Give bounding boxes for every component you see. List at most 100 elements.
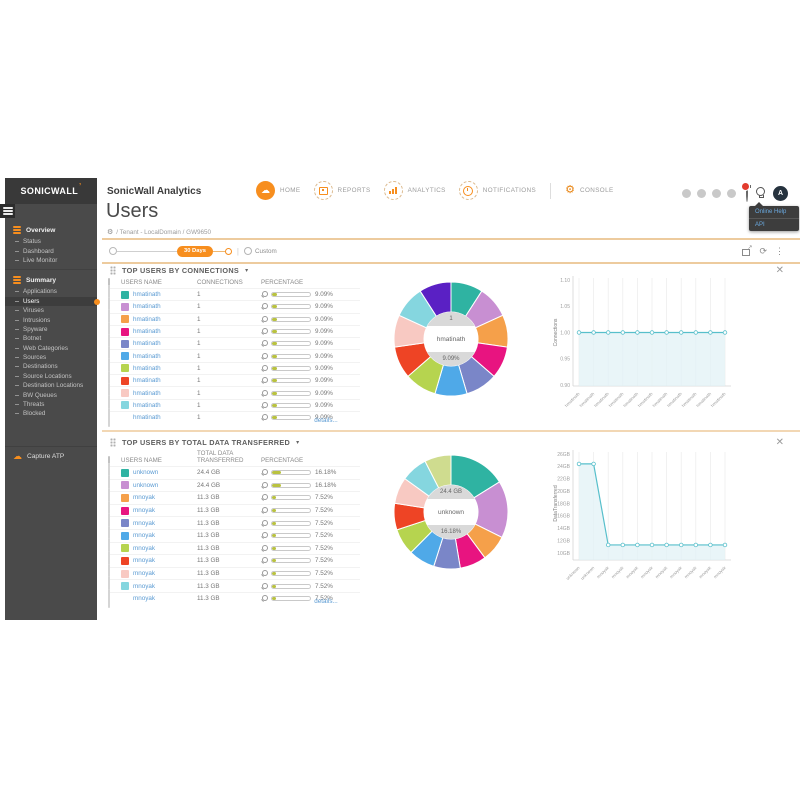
magnifier-icon[interactable] — [261, 532, 268, 539]
sidebar-item-bw-queues[interactable]: BW Queues — [5, 390, 97, 399]
row-checkbox[interactable] — [108, 370, 110, 390]
data-point[interactable] — [576, 461, 582, 467]
magnifier-icon[interactable] — [261, 364, 268, 372]
row-checkbox[interactable] — [108, 513, 110, 533]
data-point[interactable] — [576, 330, 582, 335]
table-row[interactable]: hmatinath 1 9.09% — [108, 296, 360, 316]
user-name-link[interactable]: mnoyak — [133, 570, 156, 578]
table-row[interactable]: hmatinath 1 9.09% — [108, 407, 360, 427]
table-row[interactable]: hmatinath 1 9.09% — [108, 333, 360, 353]
magnifier-icon[interactable] — [261, 389, 268, 397]
column-header-users-name[interactable]: USERS NAME — [121, 457, 162, 464]
kebab-menu-icon[interactable]: ⋮ — [775, 245, 784, 256]
row-checkbox[interactable] — [108, 487, 110, 507]
time-range-pill[interactable]: 30 Days — [177, 245, 213, 257]
magnifier-icon[interactable] — [261, 303, 268, 310]
user-name-link[interactable]: mnoyak — [133, 532, 156, 540]
data-point[interactable] — [620, 330, 625, 335]
row-checkbox[interactable] — [108, 538, 110, 558]
row-checkbox[interactable] — [108, 576, 110, 596]
row-checkbox[interactable] — [108, 588, 110, 608]
data-point[interactable] — [591, 330, 596, 335]
nav-analytics[interactable]: ANALYTICS — [383, 181, 446, 200]
table-row[interactable]: mnoyak 11.3 GB 7.52% — [108, 525, 360, 545]
column-header-percentage[interactable]: PERCENTAGE — [261, 279, 304, 286]
notifications-clock-button[interactable] — [741, 182, 750, 202]
table-row[interactable]: hmatinath 1 9.09% — [108, 383, 360, 403]
column-header-value[interactable]: TOTAL DATA TRANSFERRED — [197, 450, 244, 464]
nav-notifications[interactable]: NOTIFICATIONS — [458, 181, 536, 200]
nav-reports[interactable]: REPORTS — [313, 181, 371, 200]
data-point[interactable] — [606, 330, 611, 335]
user-name-link[interactable]: hmatinath — [133, 414, 161, 422]
sidebar-item-applications[interactable]: Applications — [5, 287, 97, 296]
table-row[interactable]: mnoyak 11.3 GB 7.52% — [108, 513, 360, 533]
row-checkbox[interactable] — [108, 296, 110, 316]
user-name-link[interactable]: hmatinath — [133, 401, 161, 409]
chevron-down-icon[interactable]: ▾ — [245, 268, 249, 274]
magnifier-icon[interactable] — [261, 401, 268, 409]
user-name-link[interactable]: mnoyak — [133, 507, 156, 515]
row-checkbox[interactable] — [108, 407, 110, 427]
magnifier-icon[interactable] — [261, 582, 268, 590]
row-checkbox[interactable] — [108, 358, 110, 378]
magnifier-icon[interactable] — [261, 469, 268, 476]
row-checkbox[interactable] — [108, 462, 110, 482]
data-point[interactable] — [591, 461, 596, 467]
user-name-link[interactable]: hmatinath — [133, 364, 161, 372]
user-name-link[interactable]: hmatinath — [133, 352, 161, 360]
menu-item-online-help[interactable]: Online Help — [755, 209, 787, 215]
drag-handle-icon[interactable] — [110, 438, 116, 447]
table-row[interactable]: hmatinath 1 9.09% — [108, 284, 360, 304]
table-row[interactable]: unknown 24.4 GB 16.18% — [108, 462, 360, 482]
details-link[interactable]: details... — [314, 598, 338, 605]
sidebar-item-live-monitor[interactable]: Live Monitor — [5, 256, 97, 265]
row-checkbox[interactable] — [108, 383, 110, 403]
magnifier-icon[interactable] — [261, 414, 268, 421]
magnifier-icon[interactable] — [261, 595, 268, 602]
data-point[interactable] — [664, 542, 669, 548]
user-name-link[interactable]: hmatinath — [133, 389, 161, 397]
data-point[interactable] — [722, 330, 728, 335]
row-checkbox[interactable] — [108, 525, 110, 545]
table-row[interactable]: mnoyak 11.3 GB 7.52% — [108, 500, 360, 520]
user-name-link[interactable]: unknown — [133, 481, 159, 489]
table-row[interactable]: hmatinath 1 9.09% — [108, 370, 360, 390]
user-name-link[interactable]: hmatinath — [133, 377, 161, 385]
data-point[interactable] — [635, 542, 640, 548]
nav-home[interactable]: ☁ HOME — [256, 181, 301, 200]
data-donut-chart[interactable] — [385, 447, 517, 577]
sidebar-item-spyware[interactable]: Spyware — [5, 325, 97, 334]
data-point[interactable] — [649, 542, 655, 548]
nav-console[interactable]: ⚙ CONSOLE — [565, 185, 613, 196]
column-header-percentage[interactable]: PERCENTAGE — [261, 457, 304, 464]
table-row[interactable]: mnoyak 11.3 GB 7.52% — [108, 538, 360, 558]
data-point[interactable] — [693, 330, 698, 335]
slider-track[interactable] — [117, 250, 177, 252]
user-name-link[interactable]: mnoyak — [133, 519, 156, 527]
slider-track-2[interactable] — [212, 250, 225, 252]
row-checkbox[interactable] — [108, 309, 110, 329]
data-point[interactable] — [635, 330, 640, 335]
sidebar-item-sources[interactable]: Sources — [5, 353, 97, 362]
menu-item-api[interactable]: API — [755, 222, 765, 228]
column-header-users-name[interactable]: USERS NAME — [121, 279, 162, 286]
user-name-link[interactable]: hmatinath — [133, 315, 161, 323]
breadcrumb-gear-icon[interactable]: ⚙ — [107, 229, 114, 236]
row-checkbox[interactable] — [108, 333, 110, 353]
data-point[interactable] — [664, 330, 669, 335]
user-name-link[interactable]: mnoyak — [133, 582, 156, 590]
row-checkbox[interactable] — [108, 563, 110, 583]
sidebar-item-threats[interactable]: Threats — [5, 400, 97, 409]
data-point[interactable] — [678, 542, 684, 548]
row-checkbox[interactable] — [108, 475, 110, 495]
details-link[interactable]: details... — [314, 417, 338, 424]
export-icon[interactable]: ↗ — [742, 245, 752, 256]
close-section-button[interactable]: ✕ — [775, 437, 784, 448]
sidebar-item-destinations[interactable]: Destinations — [5, 362, 97, 371]
sidebar-item-status[interactable]: Status — [5, 237, 97, 246]
data-point[interactable] — [722, 542, 728, 548]
header-icon-1[interactable] — [682, 188, 691, 198]
slider-start-handle[interactable] — [109, 247, 117, 255]
table-row[interactable]: mnoyak 11.3 GB 7.52% — [108, 563, 360, 583]
